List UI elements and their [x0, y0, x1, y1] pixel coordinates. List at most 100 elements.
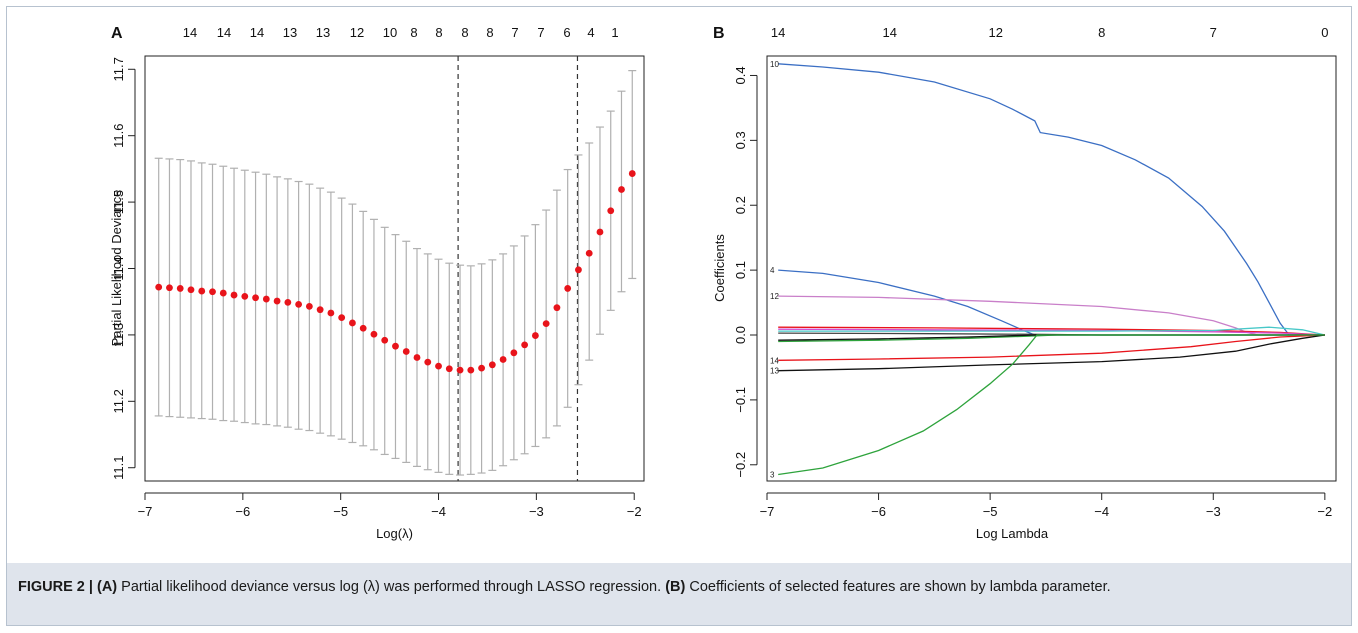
panel-a-point [187, 286, 195, 294]
panel-a-top-label: 8 [410, 25, 417, 40]
panel-a-y-tick-label: 11.5 [111, 190, 126, 214]
panel-a-x-tick-label: −7 [138, 504, 153, 519]
panel-a-top-label: 14 [183, 25, 197, 40]
panel-a-y-tick-label: 11.1 [111, 456, 126, 480]
panel-b-y-tick-label: 0.1 [733, 261, 748, 279]
panel-a-point [359, 324, 367, 332]
panel-a-point [219, 289, 227, 297]
panel-b-coef-path [778, 63, 1325, 336]
panel-a-error-bars [154, 70, 637, 476]
caption-panel-a-text: Partial likelihood deviance versus log (… [117, 579, 666, 595]
panel-b-top-label: 7 [1210, 25, 1217, 40]
figure-caption: FIGURE 2 | (A) Partial likelihood devian… [18, 576, 1338, 598]
panel-a-point [585, 249, 593, 257]
panel-a-top-label: 13 [283, 25, 297, 40]
caption-panel-b-ref: (B) [665, 579, 686, 595]
panel-a-point [370, 330, 378, 338]
panel-b-x-tick-label: −2 [1317, 504, 1332, 519]
panel-a-point [176, 285, 184, 292]
panel-a-point [241, 292, 249, 300]
caption-figure-label: FIGURE 2 | [18, 579, 93, 595]
panel-b-top-label: 0 [1321, 25, 1328, 40]
panel-b-x-axis: −7 −6 −5 −4 −3 −2 [760, 492, 1332, 519]
panel-a-points [155, 170, 636, 374]
panel-b-label: B [713, 25, 725, 42]
panel-b-coef-path [778, 326, 1325, 336]
panel-b-coef-path [778, 334, 1325, 476]
panel-b-y-tick-label: 0.0 [733, 326, 748, 344]
panel-a-top-axis-labels: 14 14 14 13 13 12 10 8 8 8 8 7 7 6 4 1 [183, 25, 619, 40]
panel-a-point [155, 283, 163, 291]
panel-a-point [499, 356, 507, 363]
panel-a-top-label: 8 [461, 25, 468, 40]
panel-a-top-label: 7 [511, 25, 518, 40]
panel-a-y-tick-label: 11.4 [111, 256, 126, 280]
caption-band [7, 563, 1351, 625]
panel-a-point [564, 285, 572, 292]
panel-b-series-labels: 10 4 12 14 13 3 [770, 60, 779, 480]
panel-b-series-label: 12 [770, 292, 779, 301]
panel-a-x-label: Log(λ) [376, 526, 413, 541]
panel-a-y-tick-label: 11.6 [111, 124, 126, 148]
panel-b-x-tick-label: −5 [983, 504, 998, 519]
panel-b-x-tick-label: −7 [760, 504, 775, 519]
panel-a-point [198, 287, 206, 295]
caption-panel-b-text: Coefficients of selected features are sh… [685, 579, 1111, 595]
panel-b-y-tick-label: 0.3 [733, 131, 748, 149]
panel-a-x-tick-label: −6 [235, 504, 250, 519]
panel-a-point [467, 366, 475, 374]
panel-a-point [327, 309, 335, 317]
panel-a-point [230, 291, 238, 299]
panel-a-point [607, 207, 615, 215]
panel-a-point [413, 354, 421, 361]
panel-a-top-label: 10 [383, 25, 397, 40]
panel-b-top-label: 8 [1098, 25, 1105, 40]
panel-a-x-tick-label: −3 [529, 504, 544, 519]
panel-b-y-tick-label: 0.4 [733, 66, 748, 84]
panel-b-y-tick-label: −0.2 [733, 452, 748, 478]
figure-frame [6, 6, 1352, 626]
panel-a-lambda-lines [457, 56, 579, 481]
panel-a-point [478, 364, 485, 372]
panel-b-series-label: 13 [770, 367, 779, 376]
panel-a-point [273, 297, 281, 305]
panel-b-y-axis: −0.2 −0.1 0.0 0.1 0.2 0.3 0.4 [733, 66, 758, 478]
panel-a-top-label: 1 [611, 25, 618, 40]
panel-a-plot-area [144, 55, 645, 482]
panel-b-y-label: Coefficients [712, 234, 727, 302]
panel-a-point [392, 342, 399, 350]
panel-a-top-label: 4 [587, 25, 594, 40]
panel-a-top-label: 8 [486, 25, 493, 40]
panel-b-coef-path [778, 295, 1325, 336]
panel-b-coef-path [778, 334, 1325, 361]
panel-a-point [596, 228, 604, 236]
panel-a-point [284, 298, 292, 306]
panel-b-coef-path [778, 269, 1325, 336]
panel-a-point [510, 349, 518, 357]
panel-a-y-axis: 11.1 11.2 11.3 11.4 11.5 11.6 11.7 [111, 57, 136, 480]
panel-a-top-label: 12 [350, 25, 364, 40]
panel-a-point [488, 361, 496, 369]
panel-b-y-tick-label: −0.1 [733, 387, 748, 413]
panel-a-label: A [111, 25, 123, 42]
panel-a-top-label: 14 [250, 25, 264, 40]
panel-b-top-label: 12 [988, 25, 1002, 40]
panel-b-series-label: 4 [770, 266, 775, 275]
panel-a-point [424, 358, 432, 366]
panel-a-point [553, 304, 561, 312]
panel-a-x-tick-label: −5 [333, 504, 348, 519]
panel-b-series-label: 14 [770, 356, 779, 365]
panel-a-top-label: 13 [316, 25, 330, 40]
panel-a-top-label: 14 [217, 25, 231, 40]
panel-a-point [381, 336, 389, 344]
panel-b-plot-area [766, 55, 1337, 482]
panel-a-chart: A 14 14 14 13 13 12 10 8 8 8 8 7 7 6 4 1 −7 −6 −5 −4 −3 −2 1… [109, 25, 645, 541]
panel-a-top-label: 6 [563, 25, 570, 40]
panel-a-y-tick-label: 11.3 [111, 323, 126, 347]
panel-a-x-axis: −7 −6 −5 −4 −3 −2 [138, 492, 642, 519]
panel-a-point [531, 332, 539, 339]
panel-a-point [618, 186, 625, 193]
panel-a-point [209, 288, 216, 296]
panel-b-y-tick-label: 0.2 [733, 196, 748, 214]
panel-a-point [305, 302, 313, 310]
